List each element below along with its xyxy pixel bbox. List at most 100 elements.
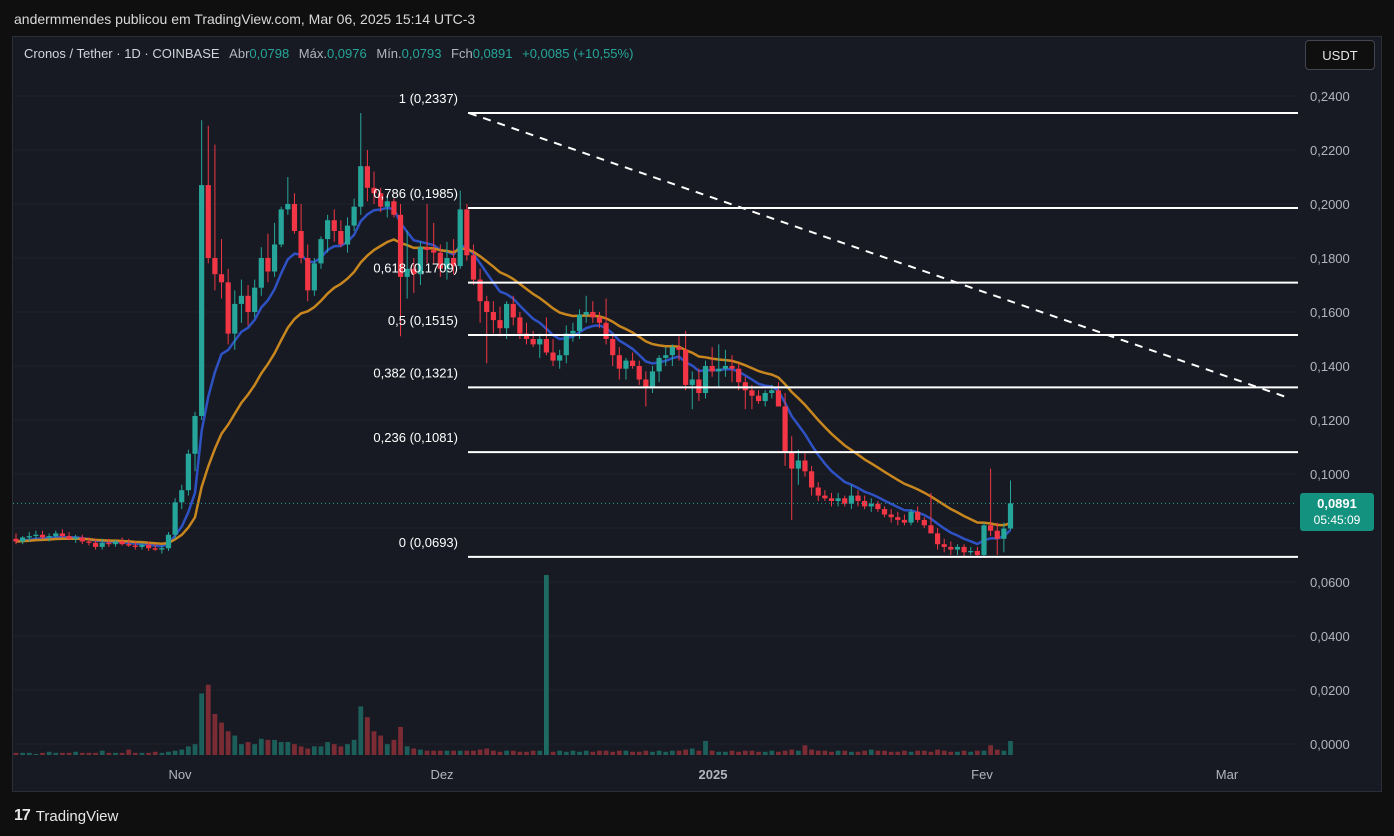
volume-bar — [404, 746, 410, 755]
volume-bar — [610, 751, 616, 755]
candle-body — [431, 249, 437, 253]
volume-bar — [915, 750, 921, 755]
volume-bar — [703, 740, 708, 755]
volume-bar — [822, 750, 828, 755]
volume-bar — [862, 750, 868, 755]
volume-bar — [742, 750, 748, 755]
candle-body — [33, 534, 39, 537]
candle-body — [46, 536, 52, 538]
volume-bar — [650, 751, 655, 755]
volume-bar — [13, 752, 19, 755]
volume-bar — [398, 726, 403, 755]
candle-body — [477, 279, 483, 302]
volume-spike-bar — [544, 575, 549, 755]
volume-bar — [955, 751, 960, 755]
volume-bar — [689, 748, 695, 755]
currency-button[interactable]: USDT — [1305, 40, 1375, 70]
candle-body — [755, 395, 762, 402]
candle-body — [835, 498, 841, 501]
volume-bar — [875, 750, 881, 755]
candle-body — [291, 204, 298, 231]
volume-bar — [199, 693, 205, 755]
volume-bar — [848, 751, 854, 755]
volume-bar — [709, 750, 715, 755]
chart-panel[interactable] — [12, 36, 1382, 792]
volume-bar — [26, 752, 32, 755]
candle-body — [649, 371, 656, 388]
fib-level-label: 0,382 (0,1321) — [373, 365, 458, 380]
candle-body — [132, 545, 138, 547]
volume-bar — [663, 751, 669, 755]
volume-bar — [338, 746, 344, 755]
candle-body — [775, 390, 782, 407]
candle-body — [928, 525, 934, 534]
volume-bar — [921, 750, 927, 755]
volume-bar — [345, 744, 350, 755]
y-tick-label: 0,0400 — [1310, 629, 1350, 644]
candle-body — [364, 166, 370, 188]
candle-body — [378, 193, 384, 207]
candle-body — [822, 495, 828, 499]
candle-body — [450, 258, 457, 267]
volume-bar — [630, 751, 635, 755]
candle-body — [192, 415, 198, 454]
footer-bar — [0, 796, 1394, 836]
candle-body — [26, 536, 32, 538]
candle-body — [13, 538, 19, 542]
volume-bar — [510, 750, 516, 755]
volume-bar — [776, 751, 781, 755]
y-tick-label: 0,2200 — [1310, 143, 1350, 158]
candle-body — [53, 533, 59, 537]
volume-bar — [530, 750, 536, 755]
volume-bar — [941, 750, 947, 755]
open-label: Abr — [229, 46, 250, 61]
volume-bar — [597, 750, 602, 755]
fib-level-label: 0,5 (0,1515) — [388, 313, 458, 328]
volume-bar — [583, 750, 589, 755]
volume-bar — [729, 750, 735, 755]
volume-bar — [272, 739, 277, 755]
candle-body — [258, 258, 264, 288]
volume-bar — [842, 750, 848, 755]
volume-bar — [219, 722, 224, 755]
candle-body — [576, 314, 583, 331]
volume-bar — [829, 751, 834, 755]
candle-body — [709, 366, 715, 372]
candle-body — [205, 185, 211, 258]
y-tick-label: 0,1400 — [1310, 359, 1350, 374]
candle-body — [79, 537, 85, 542]
volume-bar — [119, 752, 125, 755]
volume-bar — [305, 748, 311, 755]
open-value: 0,0798 — [249, 46, 290, 61]
volume-bar — [537, 750, 543, 755]
candle-body — [862, 501, 868, 507]
candle-body — [881, 509, 888, 515]
candle-body — [616, 355, 622, 369]
y-tick-label: 0,1600 — [1310, 305, 1350, 320]
fib-level-label: 1 (0,2337) — [399, 91, 458, 106]
tradingview-brand[interactable]: 17 TradingView — [14, 807, 118, 825]
candle-body — [915, 511, 921, 520]
candle-body — [550, 352, 556, 361]
candle-body — [165, 534, 172, 549]
dashed-trendline — [468, 112, 1291, 400]
candle-body — [888, 514, 894, 518]
ema-slow-line — [15, 238, 1011, 546]
volume-bar — [590, 751, 596, 755]
candle-body — [424, 247, 430, 250]
volume-bar — [437, 750, 443, 755]
candle-body — [875, 503, 881, 510]
volume-bar — [902, 750, 907, 755]
candle-body — [663, 355, 669, 358]
symbol-name[interactable]: Cronos / Tether · 1D · COINBASE — [24, 46, 220, 61]
candle-body — [623, 360, 629, 369]
volume-bar — [676, 750, 682, 755]
volume-bar — [391, 739, 397, 755]
candle-body — [139, 544, 145, 547]
volume-bar — [411, 748, 417, 755]
candle-body — [729, 366, 735, 369]
volume-bar — [66, 752, 72, 755]
candle-body — [683, 349, 689, 385]
candle-body — [802, 460, 808, 472]
